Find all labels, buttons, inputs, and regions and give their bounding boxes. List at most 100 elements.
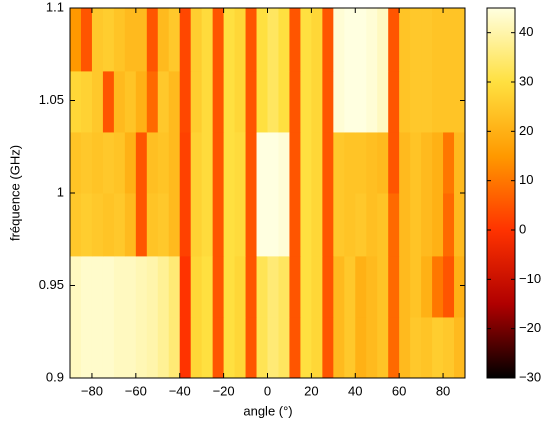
y-axis-label: fréquence (GHz) — [7, 145, 22, 241]
heatmap-cell — [344, 70, 356, 133]
heatmap-cell — [168, 193, 181, 257]
heatmap-cell — [267, 255, 279, 318]
heatmap-cell — [102, 131, 115, 194]
heatmap-cell — [80, 255, 93, 318]
heatmap-cell — [146, 255, 159, 318]
heatmap-cell — [234, 131, 247, 194]
heatmap-cell — [432, 255, 444, 318]
x-tick-label: −40 — [169, 383, 191, 398]
heatmap-cell — [113, 70, 126, 133]
heatmap-cell — [212, 70, 225, 133]
heatmap-cell — [410, 316, 422, 379]
heatmap-cell — [256, 193, 268, 257]
y-tick-label: 1 — [57, 184, 64, 199]
heatmap-cell — [421, 255, 433, 318]
heatmap-cell — [377, 131, 389, 194]
colorbar-tick-label: 0 — [519, 221, 526, 236]
heatmap-cell — [70, 316, 82, 379]
heatmap-cell — [399, 255, 411, 318]
heatmap-cell — [432, 193, 444, 257]
heatmap-cell — [102, 255, 115, 318]
heatmap-cell — [91, 316, 104, 379]
heatmap-cell — [377, 8, 389, 72]
heatmap-cell — [135, 255, 148, 318]
heatmap-cell — [91, 131, 104, 194]
heatmap-cell — [311, 70, 323, 133]
heatmap-cell — [256, 131, 268, 194]
heatmap-cell — [311, 8, 323, 72]
heatmap-cell — [421, 316, 433, 379]
heatmap-cell — [157, 70, 170, 133]
heatmap-cell — [146, 70, 159, 133]
heatmap-cell — [410, 193, 422, 257]
heatmap-cell — [432, 70, 444, 133]
colorbar-tick-label: 40 — [519, 24, 533, 39]
heatmap-cell — [377, 316, 389, 379]
heatmap-cell — [289, 316, 301, 379]
heatmap-cell — [289, 8, 301, 72]
heatmap-cell — [256, 8, 268, 72]
heatmap-cell — [256, 316, 268, 379]
heatmap-cell — [201, 70, 214, 133]
heatmap-cell — [157, 193, 170, 257]
x-axis-label: angle (°) — [243, 403, 292, 418]
heatmap-cell — [267, 8, 279, 72]
colorbar — [487, 8, 515, 378]
heatmap-cell — [278, 255, 290, 318]
heatmap-cell — [355, 255, 367, 318]
x-tick-label: 60 — [392, 383, 406, 398]
heatmap-cell — [399, 8, 411, 72]
heatmap-cell — [256, 70, 268, 133]
heatmap-cell — [300, 316, 312, 379]
heatmap-cell — [454, 8, 466, 72]
heatmap-cell — [355, 131, 367, 194]
heatmap-cell — [443, 8, 455, 72]
heatmap-cell — [388, 131, 400, 194]
heatmap-cell — [311, 255, 323, 318]
heatmap-cell — [355, 70, 367, 133]
heatmap-cell — [322, 316, 334, 379]
heatmap-cell — [234, 316, 247, 379]
heatmap-cell — [333, 316, 345, 379]
heatmap-cell — [245, 131, 258, 194]
heatmap-cell — [91, 8, 104, 72]
heatmap-cell — [443, 193, 455, 257]
heatmap-cell — [102, 193, 115, 257]
heatmap-cell — [355, 8, 367, 72]
heatmap-cell — [124, 8, 137, 72]
heatmap-cell — [245, 193, 258, 257]
heatmap-cell — [80, 70, 93, 133]
heatmap-cell — [212, 8, 225, 72]
heatmap-cell — [201, 131, 214, 194]
heatmap-cell — [80, 8, 93, 72]
heatmap-cell — [289, 255, 301, 318]
heatmap-cell — [267, 316, 279, 379]
plot-area — [70, 8, 466, 379]
heatmap-cell — [212, 316, 225, 379]
heatmap-cell — [366, 131, 378, 194]
x-tick-label: 20 — [304, 383, 318, 398]
heatmap-cell — [113, 131, 126, 194]
heatmap-cell — [366, 8, 378, 72]
heatmap-cell — [333, 8, 345, 72]
heatmap-cell — [135, 70, 148, 133]
heatmap-cell — [344, 131, 356, 194]
heatmap-cell — [179, 70, 192, 133]
heatmap-cell — [201, 8, 214, 72]
x-tick-label: −60 — [125, 383, 147, 398]
heatmap-cell — [421, 131, 433, 194]
heatmap-cell — [179, 131, 192, 194]
heatmap-cell — [311, 316, 323, 379]
colorbar-tick-label: −30 — [519, 369, 541, 384]
heatmap-cell — [223, 70, 236, 133]
colorbar-tick-label: 10 — [519, 172, 533, 187]
heatmap-cell — [410, 131, 422, 194]
heatmap-cell — [311, 131, 323, 194]
heatmap-cell — [234, 8, 247, 72]
heatmap-cell — [124, 131, 137, 194]
heatmap-cell — [278, 131, 290, 194]
heatmap-cell — [256, 255, 268, 318]
heatmap-cell — [432, 131, 444, 194]
heatmap-cell — [454, 70, 466, 133]
heatmap-cell — [377, 255, 389, 318]
